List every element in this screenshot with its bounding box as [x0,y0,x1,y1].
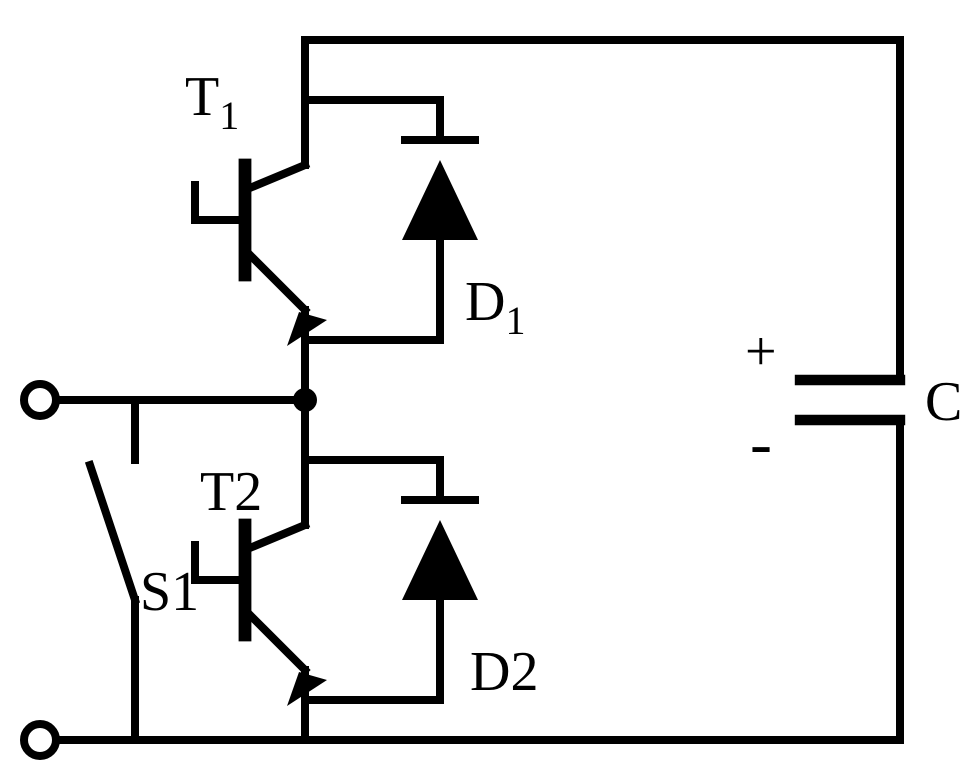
label-minus: - [750,407,772,480]
circuit-diagram: T1 D1 T2 D2 S1 C + - [0,0,975,767]
label-d1: D1 [465,271,525,343]
label-d2: D2 [470,641,538,703]
label-plus: + [745,321,777,383]
label-t2: T2 [200,461,262,523]
label-t1: T1 [185,66,239,138]
label-c: C [925,371,962,433]
label-s1: S1 [140,561,199,623]
